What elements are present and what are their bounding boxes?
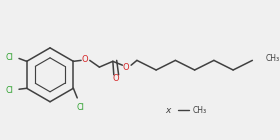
Text: O: O	[123, 63, 130, 72]
Text: O: O	[112, 74, 119, 83]
Text: Cl: Cl	[5, 86, 13, 95]
Text: Cl: Cl	[76, 103, 84, 112]
Text: $\it{x}$: $\it{x}$	[165, 106, 172, 115]
Text: Cl: Cl	[5, 53, 13, 62]
Text: O: O	[81, 55, 88, 64]
Text: CH₃: CH₃	[192, 106, 206, 115]
Text: CH₃: CH₃	[266, 54, 280, 63]
